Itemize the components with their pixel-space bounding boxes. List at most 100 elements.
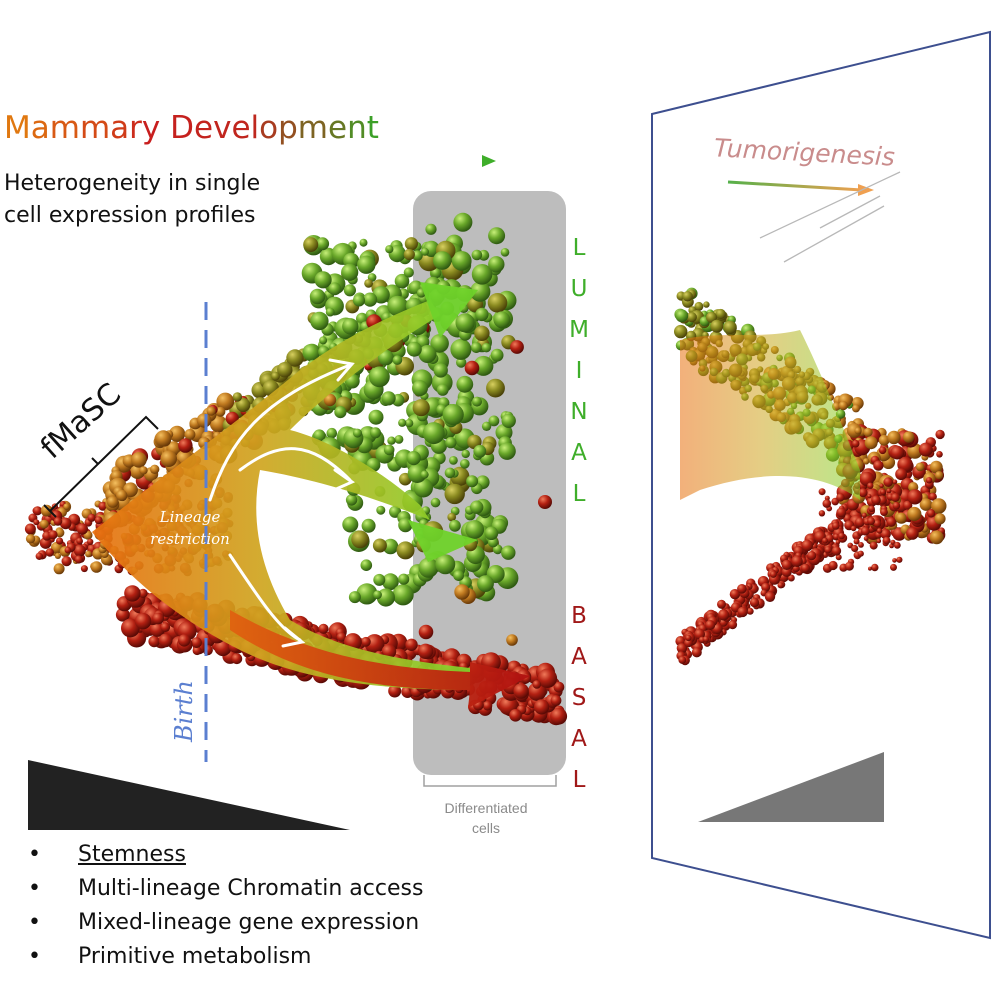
subtitle: Heterogeneity in single cell expression … — [4, 168, 260, 232]
bullet-text: Primitive metabolism — [78, 944, 312, 969]
cell-sphere — [501, 413, 516, 428]
cell-sphere — [890, 539, 896, 545]
tumor-panel — [651, 30, 991, 940]
cell-sphere — [364, 279, 373, 288]
cell-sphere — [532, 680, 542, 689]
basal-arrow — [230, 610, 530, 708]
cell-sphere — [929, 460, 943, 474]
cell-sphere — [139, 466, 148, 475]
cell-sphere — [864, 436, 878, 450]
cell-sphere — [703, 301, 710, 308]
lineage-restriction-line-1: Lineage — [159, 508, 221, 526]
cell-sphere — [445, 436, 457, 449]
cell-sphere — [377, 349, 394, 366]
cell-sphere — [871, 495, 881, 505]
cell-sphere — [835, 539, 841, 545]
luminal-arrowhead-upper — [420, 282, 478, 338]
cell-sphere — [861, 526, 870, 536]
cell-sphere — [387, 295, 408, 317]
cell-sphere — [351, 530, 369, 549]
cell-sphere — [316, 237, 330, 251]
cell-sphere — [271, 371, 280, 381]
cell-sphere — [777, 582, 784, 589]
cell-sphere — [465, 520, 485, 539]
cell-sphere — [120, 618, 140, 638]
cell-sphere — [106, 496, 119, 508]
cell-sphere — [403, 248, 415, 261]
cell-sphere — [134, 613, 152, 630]
cell-sphere — [232, 392, 243, 402]
bullet-text: Mixed-lineage gene expression — [78, 910, 420, 935]
cell-sphere — [470, 500, 484, 514]
cell-sphere — [406, 451, 421, 466]
cell-sphere — [433, 251, 452, 270]
cell-sphere — [764, 591, 776, 602]
cell-sphere — [879, 483, 884, 488]
stemness-wedge — [28, 760, 350, 830]
cell-sphere — [880, 508, 888, 516]
title-char: m — [297, 110, 328, 146]
cell-sphere — [39, 519, 49, 529]
luminal-arrowhead-lower — [408, 520, 478, 562]
title-char: y — [141, 110, 161, 146]
cell-sphere — [925, 477, 933, 484]
cell-sphere — [376, 505, 386, 515]
cell-sphere — [801, 539, 813, 552]
tumor-arrow-line — [727, 180, 863, 192]
cell-sphere — [903, 500, 913, 510]
cell-sphere — [684, 638, 693, 648]
cell-sphere — [453, 570, 464, 581]
cell-sphere — [854, 517, 865, 528]
cell-sphere — [370, 427, 381, 439]
bullet-marker: • — [28, 876, 41, 901]
cell-sphere — [537, 668, 558, 688]
cell-sphere — [705, 620, 716, 630]
cell-sphere — [404, 237, 418, 251]
cell-sphere — [488, 227, 506, 245]
tumor-streaks — [759, 171, 901, 263]
cell-sphere — [328, 282, 342, 296]
cell-sphere — [880, 528, 891, 540]
title-char — [160, 110, 170, 146]
cell-sphere — [715, 308, 726, 320]
cell-sphere — [851, 544, 859, 553]
cell-sphere — [449, 456, 458, 465]
cell-sphere — [749, 597, 760, 608]
cell-sphere — [474, 325, 490, 341]
cell-sphere — [25, 534, 36, 544]
cell-sphere — [876, 528, 883, 534]
cell-sphere — [451, 251, 472, 271]
cell-sphere — [890, 445, 905, 460]
cell-sphere — [392, 355, 403, 365]
cell-sphere — [718, 609, 730, 621]
cell-sphere — [35, 552, 43, 560]
cell-sphere — [466, 475, 479, 488]
cell-sphere — [919, 498, 933, 511]
cell-sphere — [859, 471, 875, 487]
cell-sphere — [413, 478, 433, 498]
cell-sphere — [361, 636, 371, 647]
cell-sphere — [737, 584, 747, 594]
cell-sphere — [510, 340, 524, 354]
cell-sphere — [334, 406, 347, 419]
cell-sphere — [481, 421, 492, 431]
cell-sphere — [80, 565, 88, 573]
cell-sphere — [40, 504, 53, 517]
lineage-letter: B — [571, 603, 587, 629]
cell-sphere — [935, 429, 945, 440]
bullet-marker: • — [28, 910, 41, 935]
cell-sphere — [867, 482, 874, 489]
cell-sphere — [484, 526, 499, 541]
cell-sphere — [892, 479, 898, 485]
cell-sphere — [148, 635, 160, 648]
cell-sphere — [896, 556, 903, 563]
cell-sphere — [430, 497, 441, 508]
cell-sphere — [215, 406, 226, 417]
lineage-restriction-label: Lineage restriction — [130, 506, 250, 550]
cell-sphere — [473, 444, 487, 458]
bullet-text: Stemness — [78, 842, 186, 867]
cell-sphere — [407, 464, 427, 483]
cell-sphere — [73, 544, 86, 557]
cell-sphere — [184, 429, 196, 440]
cell-sphere — [357, 255, 376, 274]
